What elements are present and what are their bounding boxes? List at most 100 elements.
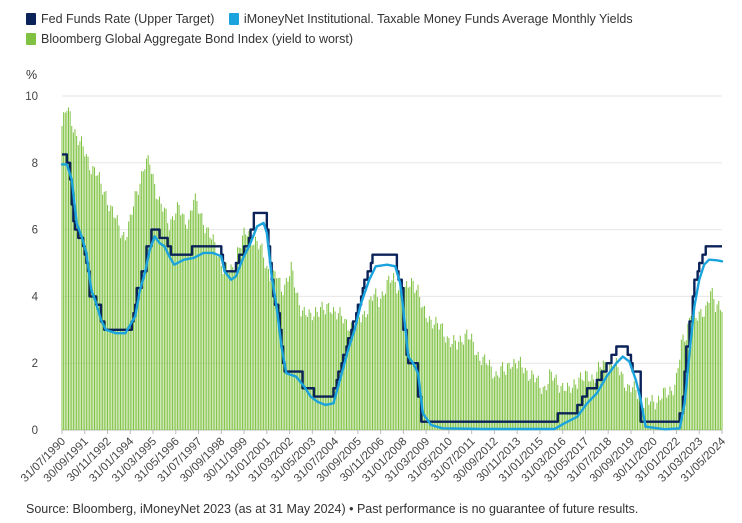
bond-yield-bar [645,397,647,430]
bond-yield-bar [137,194,139,430]
bond-yield-bar [562,382,564,430]
bond-yield-bar [237,247,239,430]
bond-yield-bar [620,371,622,430]
y-tick-label: 10 [25,91,38,103]
bond-yield-bar [316,311,318,430]
bond-yield-bar [659,400,661,430]
bond-yield-bar [467,339,469,430]
bond-yield-bar [90,174,92,430]
bond-yield-bar [531,370,533,430]
bond-yield-bar [571,387,573,430]
bond-yield-bar [111,206,113,430]
bond-yield-bar [495,371,497,430]
bond-yield-bar [306,316,308,430]
bond-yield-bar [430,319,432,430]
bond-yield-bar [503,371,505,430]
bond-yield-bar [573,379,575,430]
bond-yield-bar [308,309,310,430]
bond-yield-bar [363,310,365,430]
bond-yield-bar [708,303,710,430]
bond-yield-bar [194,193,196,430]
bond-yield-bar [591,374,593,430]
bond-yield-bar [628,385,630,430]
bond-yield-bar [575,384,577,430]
bond-yield-bar [714,311,716,430]
bond-yield-bar [511,366,513,430]
bond-yield-bar [474,354,476,430]
bond-yield-bar [87,156,89,430]
bond-yield-bar [662,388,664,430]
bond-yield-bar [185,224,187,430]
bond-yield-bar [401,295,403,430]
bond-yield-bar [602,360,604,430]
bond-yield-bar [542,387,544,430]
bond-yield-bar [682,334,684,430]
bond-yield-bar [212,234,214,430]
bond-yield-bar [154,183,156,430]
bond-yield-bar [502,362,504,430]
legend-swatch-money-funds [228,13,239,25]
bond-yield-bar [459,335,461,430]
bond-yield-bar [545,390,547,430]
bond-yield-bar [243,227,245,430]
bond-yield-bar [315,307,317,430]
bond-yield-bar [376,297,378,430]
bond-yield-bar [656,402,658,430]
bond-yield-bar [461,342,463,430]
bond-yield-bar [705,305,707,430]
bond-yield-bar [588,381,590,430]
bond-yield-bar [332,307,334,430]
bond-yield-bar [484,354,486,430]
bond-yield-bar [279,277,281,430]
bond-yield-bar [716,304,718,430]
bond-yield-bar [477,351,479,430]
bond-yield-bar [679,359,681,430]
bond-yield-bar [549,369,551,430]
bond-yield-bar [152,173,154,430]
bond-yield-bar [584,370,586,430]
bond-yield-bar [396,293,398,430]
bond-yield-bar [150,173,152,430]
bond-yield-bar [693,309,695,430]
bond-yield-bar [302,310,304,430]
bond-yield-bar [331,313,333,430]
money-fund-yield-line [60,163,724,431]
bond-yield-bar [383,295,385,430]
legend-item-bond-index: Bloomberg Global Aggregate Bond Index (y… [26,30,353,48]
bond-yield-bar [412,280,414,430]
bond-yield-bar [497,375,499,430]
y-tick-label: 8 [32,158,38,170]
bond-yield-bar [492,378,494,430]
bond-yield-bar [269,280,271,430]
bond-yield-bar [113,217,115,430]
bond-yield-bar [454,340,456,430]
bond-yield-bar [219,255,221,430]
bond-yield-bar [289,276,291,430]
bond-yield-bar [701,316,703,430]
bond-yield-bar [424,305,426,430]
bond-yield-bar [391,280,393,430]
bond-yield-bar [688,317,690,430]
bond-yield-bar [441,323,443,430]
bond-yield-bar [250,234,252,430]
bond-yield-bar [295,293,297,430]
bond-yield-bar [367,314,369,430]
bond-yield-bar [146,158,148,430]
bond-yield-bar [61,126,63,430]
bond-yield-bar [703,316,705,430]
bond-yield-bar [347,330,349,430]
bond-yield-bar [547,383,549,430]
bond-yield-bar [427,322,429,430]
bond-yield-bar [440,324,442,430]
y-axis-unit-label: % [26,68,37,82]
bond-yield-bar [82,146,84,430]
bond-yield-bar [149,164,151,430]
bond-yield-bar [290,261,292,430]
bond-yield-bar [541,393,543,430]
bond-yield-bar [415,290,417,430]
bond-yield-bar [326,303,328,430]
bond-yield-bar [76,136,78,430]
bond-yield-bar [617,367,619,430]
